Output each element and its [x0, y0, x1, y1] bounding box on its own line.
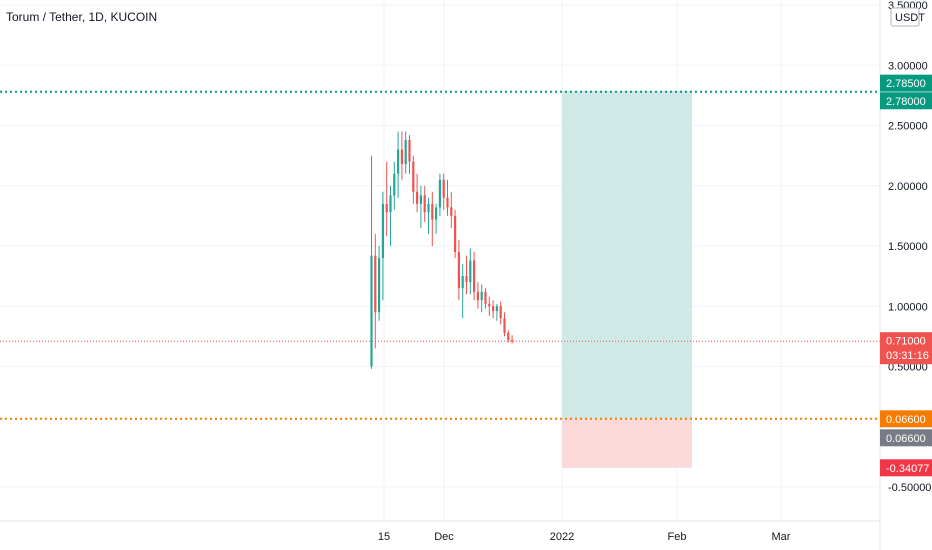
time-axis-label: Feb: [668, 531, 687, 543]
time-axis-label: 15: [378, 531, 390, 543]
candle-body: [465, 276, 468, 283]
price-axis-label: -0.50000: [888, 482, 931, 494]
candle-body: [442, 179, 445, 198]
target-line-tag-label: 2.78000: [886, 96, 926, 108]
entry-price-tag[interactable]: [880, 410, 932, 428]
current-price-tag[interactable]: [880, 332, 932, 365]
candle-body: [400, 149, 403, 165]
price-axis-label: 2.00000: [888, 181, 928, 193]
time-axis-label: Mar: [772, 531, 791, 543]
candle-body: [423, 195, 426, 213]
current-price-tag-label: 0.71000: [886, 336, 926, 348]
candle-body: [385, 203, 388, 213]
candle-body: [397, 149, 400, 174]
candle-body: [503, 318, 506, 333]
entry-line-tag[interactable]: [880, 429, 932, 447]
candle-body: [419, 195, 422, 204]
profit-zone: [562, 91, 692, 419]
target-line-tag[interactable]: [880, 92, 932, 110]
entry-line-tag-label: 0.06600: [886, 433, 926, 445]
candle-body: [492, 306, 495, 312]
candle-body: [507, 332, 510, 340]
candle-body: [499, 306, 502, 319]
candle-body: [438, 179, 441, 208]
price-axis-label: 0.50000: [888, 362, 928, 374]
candle-body: [389, 195, 392, 213]
candle-body: [450, 207, 453, 216]
target-price-tag-label: 2.78500: [886, 78, 926, 90]
currency-box[interactable]: [890, 7, 920, 27]
loss-zone: [562, 418, 692, 468]
candle-body: [473, 260, 476, 292]
candle-body: [488, 303, 491, 307]
price-axis-label: 3.00000: [888, 60, 928, 72]
candle-body: [476, 291, 479, 301]
candle-body: [446, 197, 449, 208]
candle-body: [457, 252, 460, 289]
candle-body: [416, 191, 419, 204]
candle-body: [469, 260, 472, 283]
chart-title: Torum / Tether, 1D, KUCOIN: [6, 10, 157, 24]
time-axis-label: 2022: [550, 531, 574, 543]
candle-body: [412, 161, 415, 192]
candle-body: [374, 255, 377, 313]
price-axis-label: 2.50000: [888, 121, 928, 133]
stop-price-tag-label: -0.34077: [886, 463, 929, 475]
candle-body: [431, 203, 434, 220]
candle-body: [408, 139, 411, 162]
candle-body: [484, 291, 487, 304]
candle-body: [511, 339, 514, 342]
candle-body: [435, 207, 438, 220]
candle-body: [370, 255, 373, 367]
candle-body: [393, 173, 396, 196]
time-axis-label: Dec: [434, 531, 454, 543]
candle-body: [495, 306, 498, 312]
candle-body: [378, 258, 381, 313]
price-axis-label: 1.00000: [888, 301, 928, 313]
candle-body: [381, 203, 384, 259]
candle-body: [404, 139, 407, 165]
candle-body: [427, 203, 430, 213]
entry-price-tag-label: 0.06600: [886, 414, 926, 426]
stop-price-tag[interactable]: [880, 459, 932, 477]
candle-body: [461, 276, 464, 289]
candle-body: [454, 215, 457, 253]
price-axis-label: 1.50000: [888, 241, 928, 253]
target-price-tag[interactable]: [880, 74, 932, 92]
current-price-tag-countdown: 03:31:16: [886, 350, 929, 362]
currency-label: USDT: [895, 12, 925, 24]
candle-body: [480, 291, 483, 301]
